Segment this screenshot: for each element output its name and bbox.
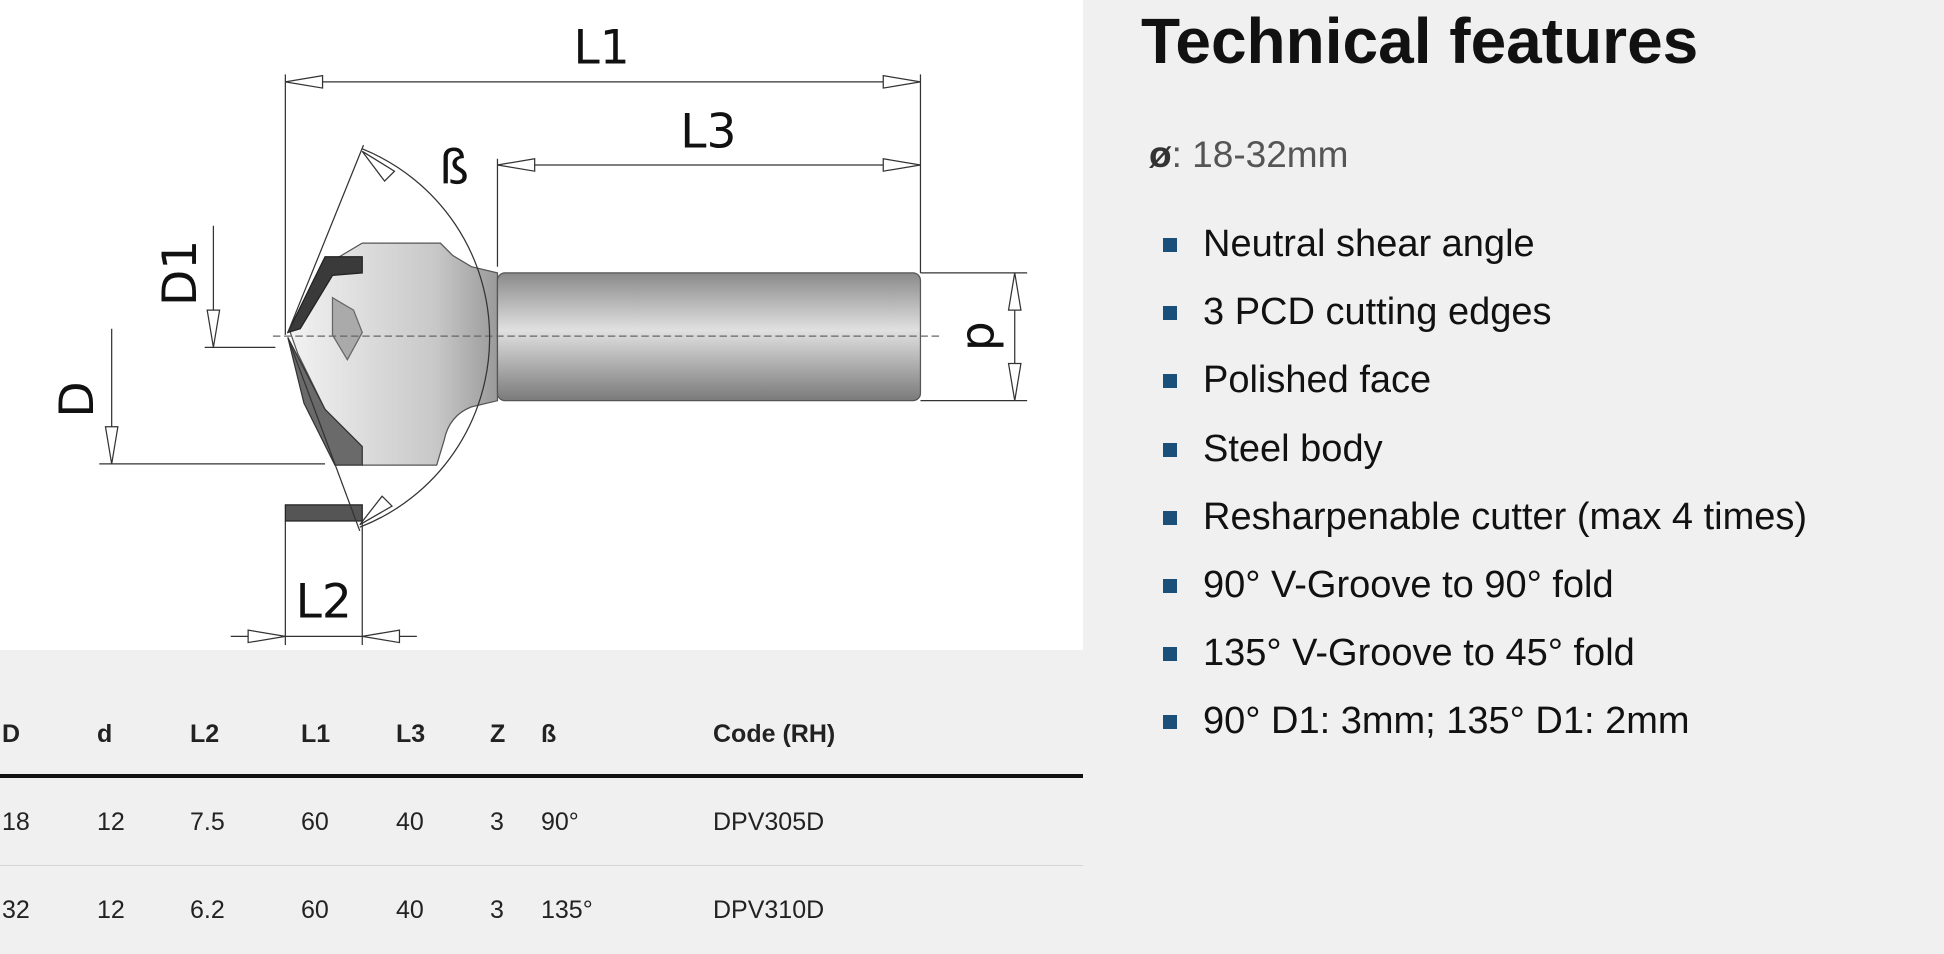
cell: 40 xyxy=(396,808,424,836)
dimension-label: D xyxy=(50,381,105,417)
tool-drawing: L1 L3 ß D1 D d L2 xyxy=(0,0,1083,650)
feature-item: Neutral shear angle xyxy=(1141,214,1807,282)
angle-arc xyxy=(359,148,491,528)
cell: 32 xyxy=(2,896,30,924)
header-cell: L1 xyxy=(301,720,331,748)
arrow xyxy=(104,426,119,465)
title: Technical features xyxy=(1141,5,1699,77)
cell: 12 xyxy=(97,808,125,836)
arrow xyxy=(497,158,921,172)
dimension-label: L3 xyxy=(680,105,736,160)
cell: DPV310D xyxy=(713,896,825,924)
cell: DPV305D xyxy=(713,808,825,836)
arrow xyxy=(285,74,921,89)
cutter-top xyxy=(286,256,363,334)
feature-item: 90° D1: 3mm; 135° D1: 2mm xyxy=(1141,691,1807,759)
dimension-label: L1 xyxy=(574,20,630,75)
header-cell: Code (RH) xyxy=(713,720,836,748)
feature-item: Polished face xyxy=(1141,350,1807,418)
diameter-text: : 18-32mm xyxy=(1171,134,1349,175)
cutter-side xyxy=(287,337,363,466)
feature-item: 3 PCD cutting edges xyxy=(1141,282,1807,350)
cell: 60 xyxy=(301,896,329,924)
cell: 18 xyxy=(2,808,30,836)
table-row: 32 12 6.2 60 40 3 135° DPV310D xyxy=(0,866,1083,954)
header-cell: D xyxy=(2,720,21,748)
table-row: 18 12 7.5 60 40 3 90° DPV305D xyxy=(0,778,1083,866)
header-cell: L2 xyxy=(190,720,220,748)
feature-item: 90° V-Groove to 90° fold xyxy=(1141,555,1807,623)
header-cell: Z xyxy=(490,720,506,748)
insert xyxy=(284,504,363,522)
angle-line xyxy=(287,144,365,333)
diameter-symbol: ø xyxy=(1149,134,1172,175)
dimension-label: L2 xyxy=(296,575,352,630)
diameter: ø: 18-32mm xyxy=(1149,134,1348,176)
header-cell: L3 xyxy=(396,720,426,748)
arrow xyxy=(206,309,221,348)
cell: 40 xyxy=(396,896,424,924)
cell: 7.5 xyxy=(190,808,225,836)
feature-item: Resharpenable cutter (max 4 times) xyxy=(1141,487,1807,555)
header-cell: d xyxy=(97,720,113,748)
cell: 3 xyxy=(490,808,504,836)
arrow xyxy=(247,629,401,644)
cell: 60 xyxy=(301,808,329,836)
cell: 3 xyxy=(490,896,504,924)
header-cell: ß xyxy=(541,720,557,748)
feature-item: 135° V-Groove to 45° fold xyxy=(1141,623,1807,691)
cell: 12 xyxy=(97,896,125,924)
cell: 6.2 xyxy=(190,896,225,924)
feature-list: Neutral shear angle 3 PCD cutting edges Po… xyxy=(1141,214,1807,760)
angle-line xyxy=(287,337,361,532)
cutter-face xyxy=(331,296,363,361)
dimension-label: ß xyxy=(439,141,469,196)
dimension-label: D1 xyxy=(153,240,208,306)
cell: 90° xyxy=(541,808,579,836)
cell: 135° xyxy=(541,896,593,924)
feature-item: Steel body xyxy=(1141,419,1807,487)
arrow xyxy=(359,150,396,526)
dimension-label: d xyxy=(956,321,1011,351)
arrow xyxy=(1007,272,1022,401)
